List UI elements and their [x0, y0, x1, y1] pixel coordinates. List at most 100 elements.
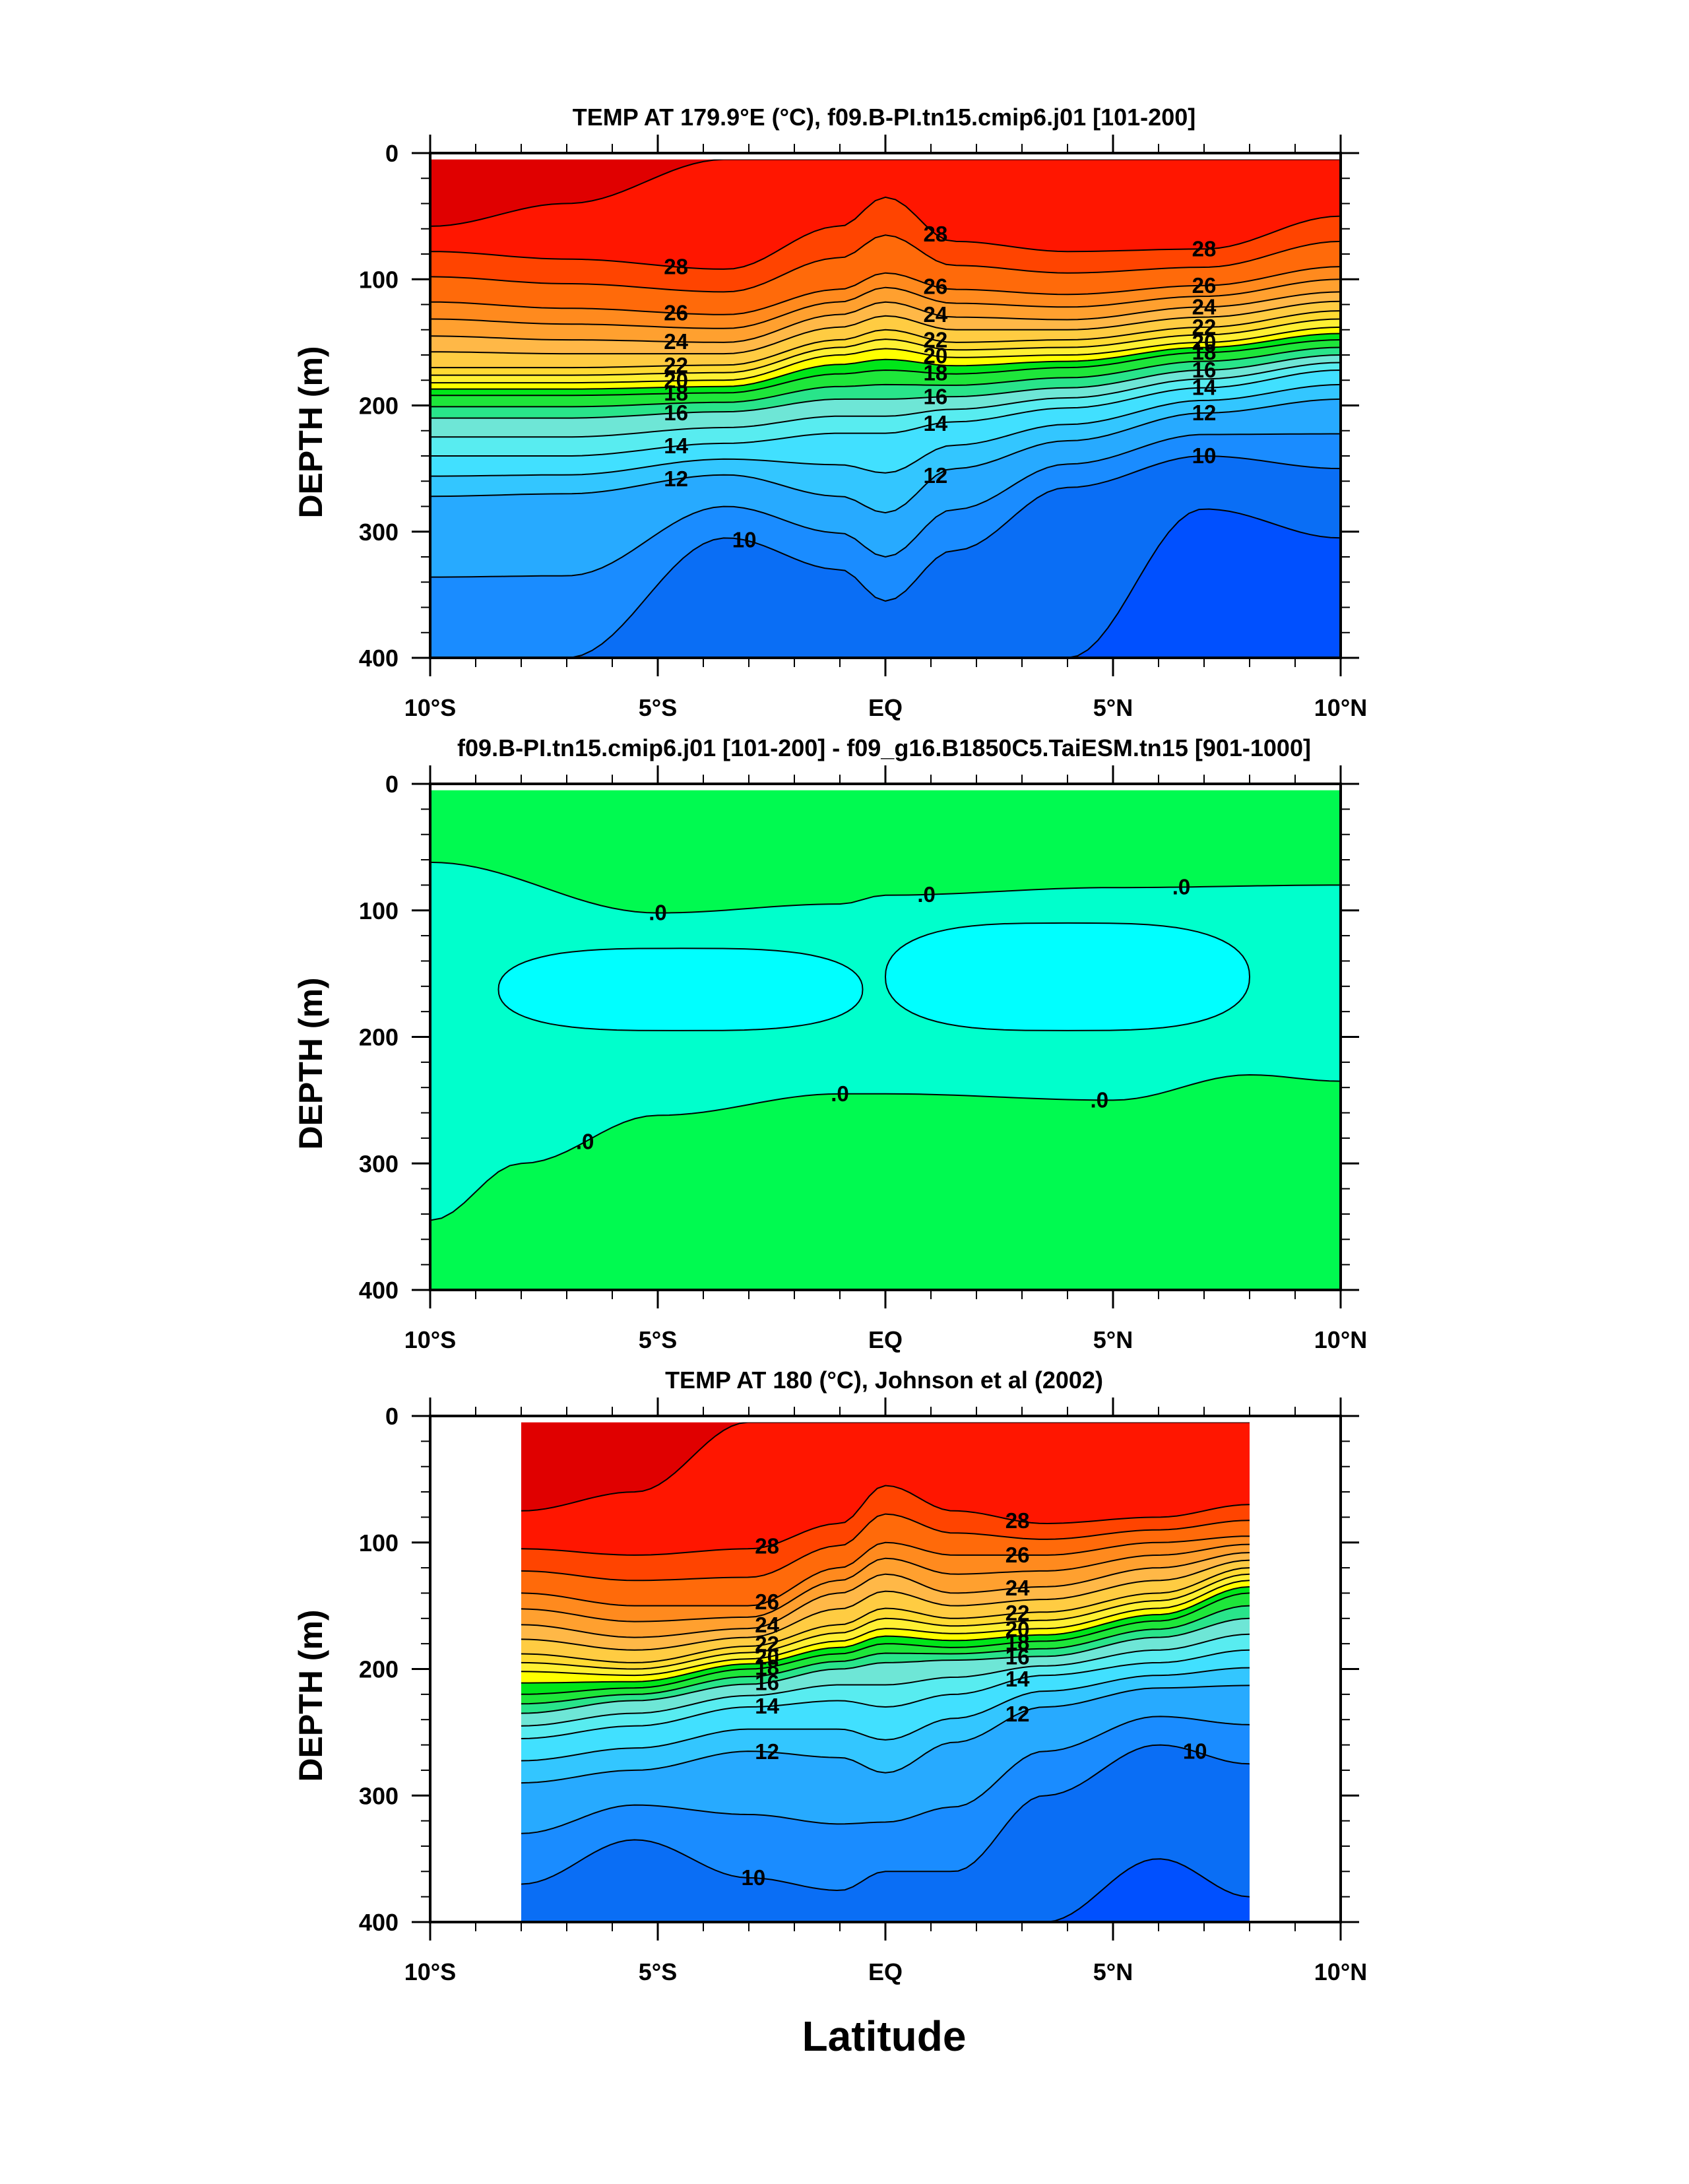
isotherm-line	[521, 1605, 1250, 1705]
contour-label: 26	[924, 274, 948, 298]
x-tick-label: 5°N	[1093, 1958, 1133, 1985]
x-tick-label: 5°S	[639, 1326, 677, 1353]
contour-label: 20	[664, 368, 688, 393]
isotherm-line	[521, 1858, 1250, 1922]
y-tick-label: 400	[359, 1909, 398, 1936]
y-tick-label: 100	[359, 266, 398, 293]
isotherm-line	[521, 1667, 1250, 1762]
contour-label: 10	[732, 527, 757, 552]
isotherm-line	[430, 278, 1341, 329]
y-tick-label: 400	[359, 1277, 398, 1304]
difference-negative-region	[884, 922, 1251, 1031]
isotherm-line	[521, 1580, 1250, 1677]
panel-1-title: TEMP AT 179.9°E (°C), f09.B-PI.tn15.cmip…	[573, 104, 1195, 131]
isotherm-line	[521, 1422, 1250, 1512]
panel-3-temperature-observed: TEMP AT 180 (°C), Johnson et al (2002) 1…	[292, 1366, 1367, 1985]
contour-label: 18	[1005, 1630, 1030, 1654]
isotherm-line	[430, 300, 1341, 355]
contour-label: 10	[742, 1865, 766, 1890]
x-tick-label: 10°S	[404, 694, 456, 721]
panel-2-contour-labels: .0 .0 .0 .0 .0 .0	[576, 874, 1190, 1153]
contour-label: 24	[755, 1613, 779, 1637]
contour-label: 10	[1192, 443, 1217, 468]
isotherm-line	[521, 1552, 1250, 1638]
y-tick-label: 300	[359, 1150, 398, 1177]
contour-label: 16	[924, 385, 948, 409]
contour-label: 12	[1192, 401, 1217, 425]
isotherm-line	[521, 1535, 1250, 1607]
isotherm-line	[430, 383, 1341, 477]
isotherm-line	[430, 455, 1341, 658]
isotherm-line	[521, 1716, 1250, 1834]
x-tick-label: EQ	[868, 694, 903, 721]
contour-label: 14	[924, 411, 948, 435]
isotherm-line	[430, 333, 1341, 390]
contour-label: 26	[755, 1590, 779, 1614]
contour-label: 16	[1005, 1645, 1030, 1669]
contour-label: 22	[664, 353, 688, 377]
contour-label: .0	[576, 1130, 594, 1154]
contour-label: 20	[1192, 330, 1217, 354]
y-tick-label: 0	[385, 140, 398, 167]
isotherm-line	[430, 266, 1341, 315]
isotherm-line	[521, 1685, 1250, 1784]
contour-label: 18	[1192, 340, 1217, 364]
contour-label: .0	[1172, 874, 1191, 899]
contour-label: 28	[664, 255, 688, 279]
y-tick-label: 200	[359, 1024, 398, 1051]
panel-2-title: f09.B-PI.tn15.cmip6.j01 [101-200] - f09_…	[457, 734, 1311, 761]
isotherm-line	[521, 1513, 1250, 1582]
x-tick-label: 10°S	[404, 1326, 456, 1353]
y-tick-label: 200	[359, 393, 398, 420]
contour-label: 14	[1192, 375, 1217, 400]
x-tick-label: 5°S	[639, 1958, 677, 1985]
panel-3-axes: 10°S 5°S EQ 5°N 10°N 0 100 200 300 400	[359, 1397, 1367, 1985]
isotherm-line	[430, 326, 1341, 384]
contour-label: 16	[755, 1670, 779, 1694]
contour-label: 26	[1005, 1543, 1030, 1567]
x-tick-label: 10°N	[1314, 1958, 1367, 1985]
x-tick-label: 10°S	[404, 1958, 456, 1985]
x-axis-label: Latitude	[802, 2012, 967, 2060]
contour-label: 18	[664, 381, 688, 405]
isotherm-line	[521, 1485, 1250, 1556]
x-tick-label: EQ	[868, 1326, 903, 1353]
contour-label: 24	[1192, 294, 1217, 319]
contour-label: 28	[1005, 1508, 1030, 1533]
contour-label: 28	[924, 222, 948, 246]
isotherm-line	[521, 1744, 1250, 1892]
panel-1-contour-lines	[430, 159, 1341, 658]
panel-1-temperature-model: TEMP AT 179.9°E (°C), f09.B-PI.tn15.cmip…	[292, 104, 1367, 721]
isotherm-line	[430, 196, 1341, 270]
y-tick-label: 100	[359, 897, 398, 924]
isotherm-line	[521, 1617, 1250, 1714]
x-tick-label: 5°N	[1093, 1326, 1133, 1353]
isotherm-line	[430, 508, 1341, 658]
contour-label: 10	[1183, 1739, 1207, 1763]
panel-3-contour-fill	[521, 1422, 1250, 1922]
temperature-band	[521, 1745, 1250, 1922]
isotherm-line	[430, 369, 1341, 457]
isotherm-line	[430, 339, 1341, 397]
contour-label: 24	[1005, 1576, 1030, 1600]
isotherm-line	[521, 1573, 1250, 1670]
y-tick-label: 200	[359, 1656, 398, 1683]
isotherm-line	[430, 291, 1341, 343]
contour-label: 16	[1192, 358, 1217, 382]
y-tick-label: 300	[359, 519, 398, 546]
contour-label: .0	[649, 901, 667, 925]
panel-1-contour-labels: 1214161820222426281214161820222426281012…	[664, 222, 1217, 552]
contour-label: 20	[755, 1645, 779, 1669]
contour-label: 22	[1005, 1601, 1030, 1625]
isotherm-line	[430, 433, 1341, 578]
isotherm-line	[430, 234, 1341, 293]
isotherm-line	[521, 1649, 1250, 1739]
contour-label: 24	[664, 329, 688, 354]
isotherm-line	[521, 1592, 1250, 1695]
panel-2-y-axis-label: DEPTH (m)	[292, 977, 329, 1149]
isotherm-line	[521, 1567, 1250, 1663]
contour-label: 20	[1005, 1617, 1030, 1642]
isotherm-line	[521, 1543, 1250, 1622]
isotherm-line	[521, 1633, 1250, 1727]
